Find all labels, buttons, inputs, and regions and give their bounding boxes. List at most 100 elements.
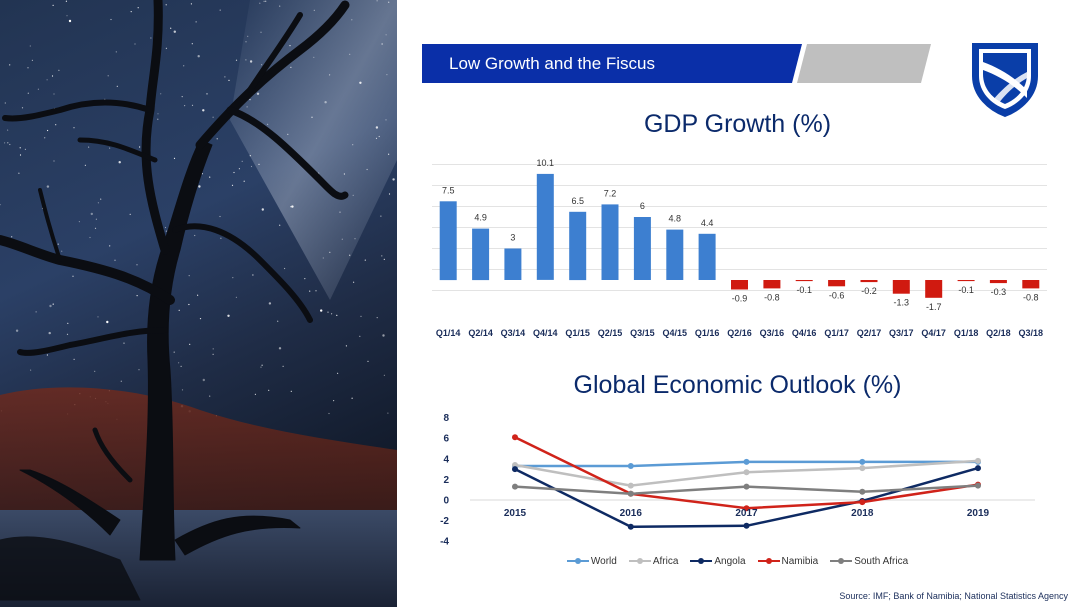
- star: [291, 205, 294, 208]
- star: [136, 264, 138, 266]
- star: [189, 343, 191, 345]
- star: [209, 176, 211, 178]
- outlook-data-point: [975, 482, 981, 489]
- star: [327, 311, 329, 313]
- outlook-data-point: [859, 465, 866, 472]
- star: [313, 9, 315, 11]
- star: [228, 79, 230, 81]
- gdp-data-label: -0.1: [796, 285, 812, 295]
- star: [88, 146, 90, 148]
- star: [19, 154, 22, 156]
- star: [118, 161, 121, 164]
- star: [198, 185, 201, 188]
- gdp-data-label: -1.7: [926, 302, 942, 312]
- star: [160, 93, 162, 95]
- gdp-data-label: 4.8: [669, 214, 682, 224]
- outlook-data-point: [627, 490, 634, 497]
- star: [309, 290, 311, 292]
- star: [183, 65, 185, 67]
- legend-label: World: [590, 556, 617, 567]
- star: [387, 412, 389, 414]
- star: [366, 168, 368, 171]
- star: [18, 172, 20, 174]
- star: [190, 3, 192, 5]
- outlook-data-point: [859, 499, 866, 506]
- star: [238, 168, 240, 170]
- gdp-data-label: -0.8: [1023, 292, 1039, 302]
- star: [130, 11, 132, 13]
- star: [173, 351, 175, 353]
- star: [157, 118, 159, 120]
- star: [263, 0, 265, 2]
- star: [110, 18, 112, 21]
- star: [375, 126, 379, 129]
- star: [364, 259, 366, 261]
- gdp-data-label: -0.1: [958, 285, 974, 295]
- star: [73, 127, 75, 129]
- gdp-x-tick-label: Q1/14: [436, 328, 461, 338]
- star: [290, 66, 292, 68]
- outlook-y-tick-label: 6: [443, 434, 449, 445]
- gdp-bar: [1022, 280, 1040, 289]
- star: [376, 317, 378, 319]
- gdp-chart-title: GDP Growth (%): [643, 110, 832, 138]
- gdp-x-tick-label: Q1/16: [695, 328, 720, 338]
- star: [94, 370, 96, 372]
- outlook-data-point: [859, 488, 866, 495]
- star: [65, 0, 67, 2]
- star: [9, 64, 11, 66]
- star: [352, 194, 354, 196]
- star: [7, 142, 9, 144]
- star: [61, 250, 63, 252]
- star: [329, 74, 331, 76]
- star: [181, 96, 183, 98]
- star: [252, 274, 254, 276]
- star: [245, 41, 247, 43]
- star: [250, 165, 253, 168]
- outlook-series-line: [514, 484, 979, 496]
- gdp-bar: [601, 204, 619, 280]
- gdp-x-tick-label: Q3/16: [760, 328, 785, 338]
- outlook-series-line: [514, 436, 979, 510]
- star: [386, 74, 388, 76]
- gdp-x-tick-label: Q1/17: [824, 328, 849, 338]
- star: [134, 43, 136, 45]
- legend-swatch: [628, 556, 651, 566]
- gdp-bar: [795, 280, 813, 282]
- star: [55, 124, 57, 126]
- star: [339, 211, 341, 213]
- star: [95, 218, 97, 220]
- star: [47, 129, 49, 132]
- star: [351, 397, 353, 399]
- star: [202, 378, 205, 382]
- star: [328, 412, 330, 415]
- star: [254, 393, 256, 395]
- outlook-x-tick-label: 2015: [504, 508, 527, 519]
- gdp-x-tick-label: Q2/18: [986, 328, 1011, 338]
- star: [219, 215, 221, 218]
- gdp-bar: [472, 228, 490, 281]
- star: [392, 178, 395, 181]
- outlook-data-point: [859, 458, 866, 465]
- outlook-data-point: [627, 490, 634, 497]
- outlook-data-point: [859, 498, 866, 504]
- legend-item: South Africa: [830, 556, 908, 567]
- star: [290, 206, 292, 208]
- gdp-bar: [504, 248, 522, 280]
- star: [337, 372, 339, 374]
- outlook-chart-title: Global Economic Outlook (%): [573, 371, 902, 399]
- star: [90, 212, 94, 216]
- outlook-data-point: [512, 434, 518, 441]
- outlook-x-tick-label: 2019: [967, 508, 990, 519]
- star: [235, 296, 237, 298]
- star: [178, 309, 180, 311]
- gdp-x-tick-label: Q1/18: [954, 328, 979, 338]
- title-banner: Low Growth and the Fiscus: [422, 44, 931, 83]
- gdp-x-tick-label: Q4/17: [921, 328, 946, 338]
- outlook-series-line: [514, 466, 979, 529]
- star: [170, 27, 172, 29]
- star: [53, 93, 55, 95]
- gdp-data-label: -0.3: [991, 287, 1007, 297]
- star: [233, 171, 235, 174]
- gdp-x-tick-label: Q4/15: [663, 328, 688, 338]
